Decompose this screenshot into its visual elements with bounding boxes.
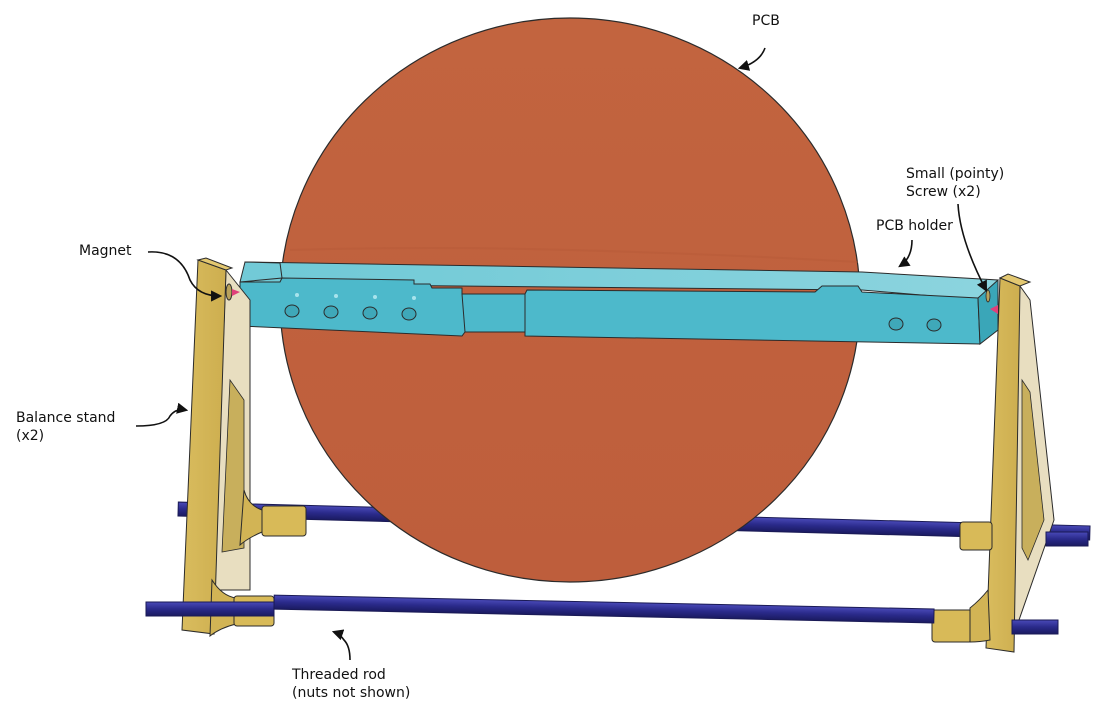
arrow-magnet (147, 251, 223, 302)
balance-stand-right (931, 273, 1055, 653)
label-threaded-rod-line1: Threaded rod (292, 667, 386, 683)
arrow-threaded-rod (331, 629, 351, 661)
label-screw: Small (pointy) Screw (x2) (906, 165, 1004, 201)
label-pcb: PCB (752, 12, 780, 30)
label-pcb-text: PCB (752, 13, 780, 29)
label-pcb-holder-text: PCB holder (876, 218, 953, 234)
label-balance-stand: Balance stand (x2) (16, 409, 115, 445)
label-screw-line2: Screw (x2) (906, 184, 981, 200)
arrow-screw (957, 203, 988, 292)
label-balance-stand-line2: (x2) (16, 428, 45, 444)
annotation-arrows (135, 47, 988, 661)
arrow-balance-stand (135, 402, 189, 427)
label-threaded-rod-line2: (nuts not shown) (292, 685, 411, 701)
pcb-holder (239, 261, 999, 345)
threaded-rod-front (145, 531, 1089, 635)
label-balance-stand-line1: Balance stand (16, 410, 116, 426)
label-screw-line1: Small (pointy) (906, 166, 1005, 182)
label-threaded-rod: Threaded rod (nuts not shown) (292, 666, 410, 702)
arrow-pcb (737, 47, 766, 71)
label-magnet-text: Magnet (79, 243, 132, 259)
arrow-pcb-holder (898, 239, 913, 268)
label-magnet: Magnet (79, 242, 132, 260)
label-pcb-holder: PCB holder (876, 217, 953, 235)
